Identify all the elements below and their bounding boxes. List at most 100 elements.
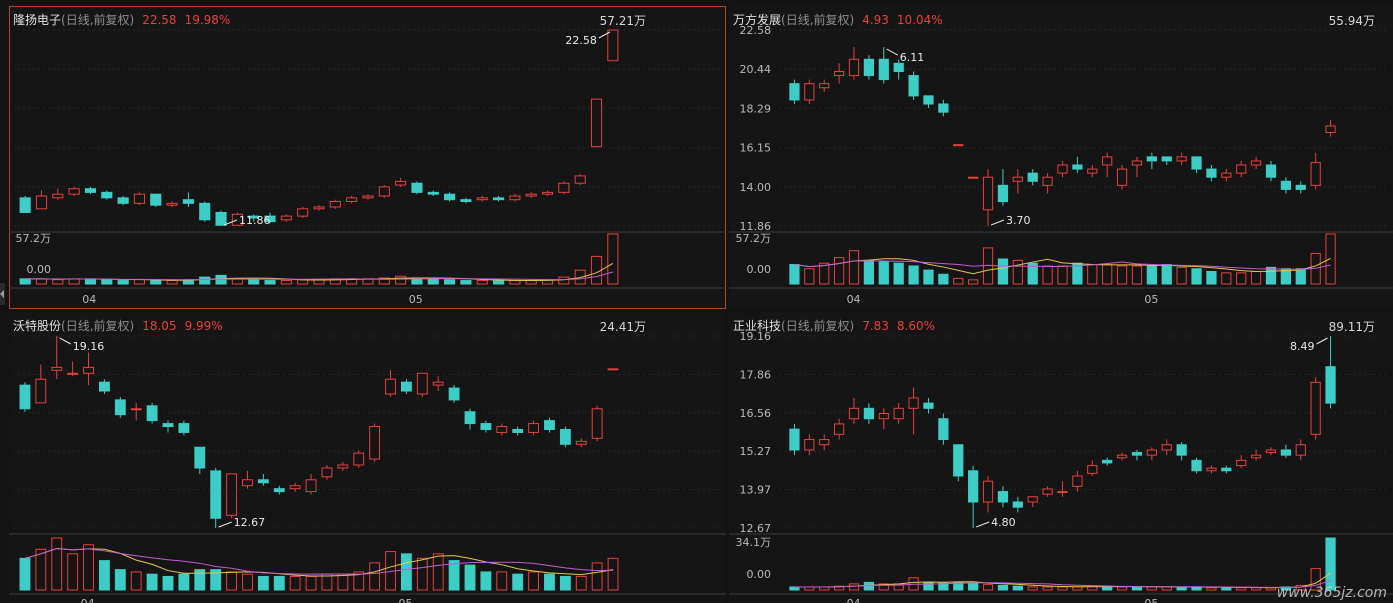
volume-bar — [480, 571, 492, 591]
volume-bar — [1236, 587, 1247, 591]
candle-body — [52, 193, 64, 199]
candle-body — [1027, 496, 1038, 503]
y-tick-label: 11.86 — [740, 220, 772, 233]
candle-body — [590, 98, 603, 148]
candle-body — [1221, 467, 1232, 472]
volume-bar — [982, 584, 994, 591]
volume-bar — [378, 277, 390, 285]
chart-panel-1[interactable]: 57.2万 0.00 22.58 11.86 04 05 隆扬电子(日线,前复权) 22.58… — [9, 6, 726, 309]
candle-body — [1116, 168, 1128, 186]
volume-bar — [369, 562, 381, 591]
candle-body — [264, 215, 276, 223]
x-tick-label: 04 — [82, 293, 96, 306]
candle-body — [101, 191, 113, 199]
period-label: (日线,前复权) — [781, 319, 855, 333]
stock-name: 正业科技 — [733, 319, 782, 333]
volume-bar — [878, 261, 889, 285]
chart-panel-2[interactable]: 22.58 20.44 18.29 16.15 14.00 11.86 57.2万 0.00 6… — [729, 6, 1393, 309]
candle-body — [1012, 501, 1023, 508]
stock-name: 万方发展 — [733, 13, 782, 27]
volume-bar — [444, 279, 456, 285]
low-price-label: 4.80 — [991, 516, 1016, 529]
candle-body — [509, 195, 521, 201]
volume-bar — [607, 233, 619, 285]
low-marker-arrow — [990, 219, 1005, 226]
volume-bar — [512, 573, 524, 591]
change-percent: 8.60% — [896, 319, 936, 333]
candle-body — [1191, 459, 1202, 472]
candle-body — [210, 470, 222, 519]
chart-header: 隆扬电子(日线,前复权) 22.58 19.98% — [13, 11, 230, 28]
candle-body — [1265, 449, 1277, 454]
volume-bar — [1072, 262, 1083, 285]
volume-bar — [400, 553, 412, 591]
candle-body — [1102, 156, 1113, 166]
x-tick-label: 04 — [81, 597, 95, 603]
candle-body — [559, 428, 571, 445]
chart-header: 万方发展(日线,前复权) 4.93 10.04% — [733, 11, 943, 28]
candle-body — [953, 144, 964, 147]
candle-body — [215, 211, 227, 226]
panel-collapse-handle[interactable] — [0, 283, 5, 305]
candle-body — [878, 58, 889, 81]
candle-body — [226, 473, 238, 516]
candle-body — [280, 215, 292, 221]
chart-panel-4[interactable]: 19.16 17.86 16.56 15.27 13.97 12.67 34.1万 0.00 8… — [729, 312, 1393, 603]
candle-body — [591, 408, 603, 439]
candle-body — [51, 366, 63, 371]
volume-bar — [395, 275, 407, 285]
volume-bar — [273, 575, 285, 591]
volume-bar — [280, 280, 292, 285]
candle-body — [804, 83, 815, 101]
candle-body — [130, 408, 142, 411]
candle-body — [68, 188, 80, 195]
candle-body — [607, 29, 619, 62]
volume-bar — [607, 557, 619, 591]
candle-body — [493, 197, 505, 201]
candle-body — [997, 491, 1009, 503]
volume-bar — [130, 571, 142, 591]
volume-bar — [558, 276, 570, 285]
volume-bar — [789, 264, 800, 285]
candle-body — [35, 378, 47, 404]
volume-bar — [863, 259, 875, 285]
volume-ma-line — [24, 548, 614, 577]
y-tick-label: 16.15 — [740, 142, 772, 155]
volume-bar — [1072, 586, 1083, 591]
y-tick-label: 22.58 — [740, 24, 772, 37]
volume-ma-line — [794, 257, 1331, 275]
candle-body — [476, 197, 488, 201]
volume-bar — [834, 257, 845, 285]
volume-bar — [194, 569, 206, 591]
volume-bar — [938, 273, 949, 285]
candle-body — [1116, 454, 1128, 459]
x-tick-label: 05 — [398, 597, 412, 603]
candle-body — [1087, 168, 1098, 174]
candle-body — [923, 95, 934, 105]
candle-body — [1027, 172, 1038, 182]
candle-body — [19, 384, 31, 410]
candle-body — [98, 381, 110, 392]
candle-body — [997, 184, 1009, 203]
volume-bar — [544, 573, 555, 591]
volume-axis-zero: 0.00 — [747, 568, 772, 581]
candle-body — [1146, 449, 1157, 456]
volume-bar — [52, 279, 64, 285]
volume-bar — [215, 274, 227, 285]
volume-bar — [178, 573, 190, 591]
candle-body — [480, 423, 492, 430]
volume-bar — [559, 575, 571, 591]
candle-body — [231, 213, 243, 226]
candle-body — [19, 197, 31, 213]
volume-bar — [35, 548, 47, 591]
candle-body — [178, 423, 190, 433]
candle-body — [953, 444, 964, 477]
volume-bar — [242, 573, 253, 591]
x-tick-label: 05 — [1144, 293, 1158, 306]
volume-bar — [150, 280, 162, 285]
volume-bar — [1265, 266, 1277, 285]
volume-bar — [448, 560, 460, 591]
chart-panel-3[interactable]: 19.16 12.67 04 05 沃特股份(日线,前复权) 18.05 9.99% 24.4… — [9, 312, 726, 603]
candle-body — [541, 191, 554, 195]
volume-bar — [19, 278, 31, 285]
